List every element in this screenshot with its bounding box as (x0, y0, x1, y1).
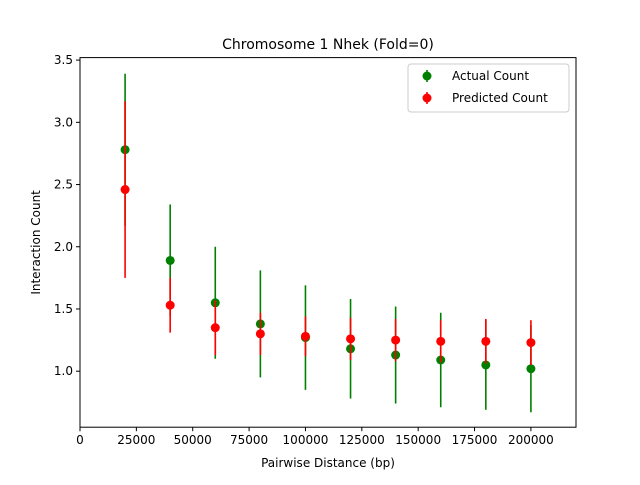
legend-label-predicted-count: Predicted Count (452, 91, 548, 105)
legend-swatch-predicted-count-marker (422, 93, 432, 103)
predicted-count-point (346, 334, 356, 344)
chart-title: Chromosome 1 Nhek (Fold=0) (222, 37, 434, 53)
y-tick-label: 2.0 (54, 240, 73, 254)
plot-frame (79, 57, 577, 428)
x-tick-label: 75000 (230, 433, 268, 447)
predicted-count-point (481, 336, 491, 346)
predicted-count-point (300, 331, 310, 341)
y-tick-label: 1.0 (54, 364, 73, 378)
x-tick-label: 175000 (452, 433, 498, 447)
actual-count-point (481, 360, 491, 370)
data-marks (120, 73, 536, 413)
x-tick-label: 100000 (283, 433, 329, 447)
x-axis: 0 25000 50000 75000 100000 125000 150000 175000… (76, 427, 554, 447)
predicted-count-point (210, 323, 220, 333)
y-tick-label: 1.5 (54, 302, 73, 316)
predicted-count-point (255, 329, 265, 339)
y-axis-label: Interaction Count (29, 190, 43, 295)
predicted-count-point (436, 336, 446, 346)
x-axis-label: Pairwise Distance (bp) (261, 456, 395, 470)
y-axis: 1.0 1.5 2.0 2.5 3.0 3.5 (54, 53, 80, 378)
y-tick-label: 3.0 (54, 115, 73, 129)
x-tick-label: 125000 (339, 433, 385, 447)
x-tick-label: 0 (76, 433, 84, 447)
y-tick-label: 3.5 (54, 53, 73, 67)
actual-count-point (526, 364, 536, 374)
x-tick-label: 150000 (395, 433, 441, 447)
x-tick-label: 200000 (508, 433, 554, 447)
predicted-count-point (391, 335, 401, 345)
legend-label-actual-count: Actual Count (452, 69, 529, 83)
x-tick-label: 50000 (174, 433, 212, 447)
x-tick-label: 25000 (117, 433, 155, 447)
predicted-count-point (120, 185, 130, 195)
legend-box (407, 63, 570, 113)
actual-count-point (165, 255, 175, 265)
legend: Actual Count Predicted Count (407, 63, 570, 113)
predicted-count-point (526, 338, 536, 348)
y-tick-label: 2.5 (54, 178, 73, 192)
predicted-count-point (165, 300, 175, 310)
legend-swatch-actual-count-marker (422, 71, 432, 81)
